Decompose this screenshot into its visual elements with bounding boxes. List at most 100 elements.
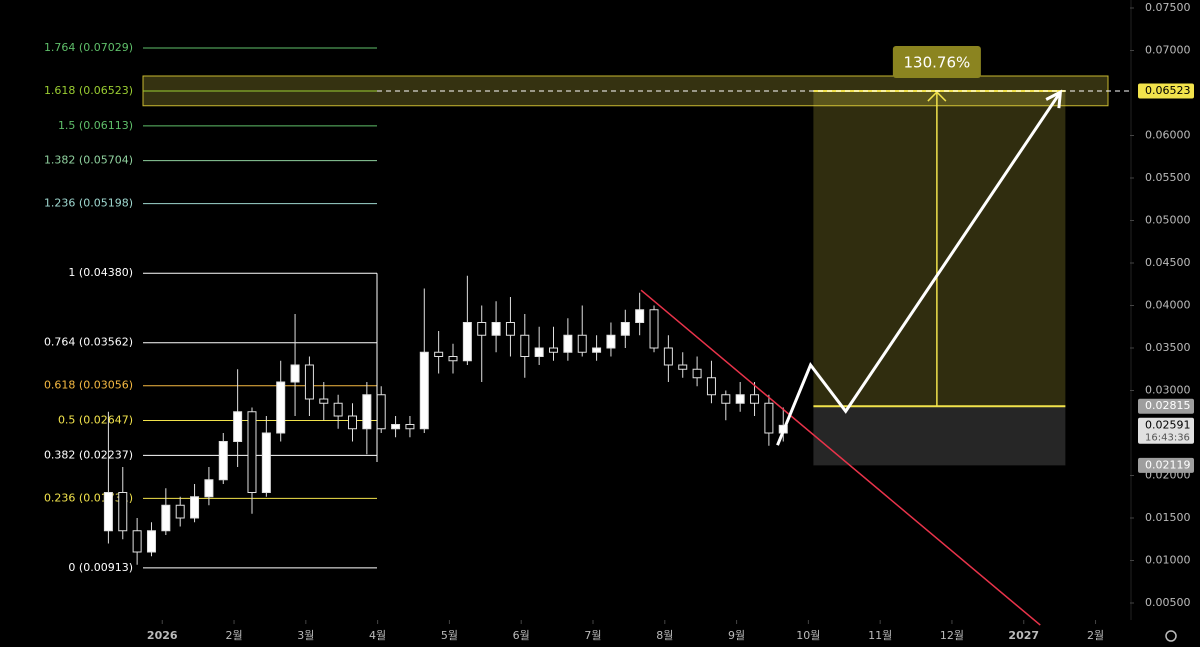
gain-label: 130.76%	[904, 54, 971, 72]
candle-body	[190, 496, 200, 519]
candle-body	[103, 492, 113, 532]
candle-body	[764, 402, 774, 434]
candle-body	[290, 364, 300, 383]
fib-label: 0.5 (0.02647)	[58, 414, 133, 427]
candle-body	[534, 347, 544, 357]
x-tick-label: 5월	[441, 629, 458, 642]
candle-body	[477, 322, 487, 336]
candle-body	[204, 479, 214, 498]
candle-body	[333, 402, 343, 417]
fib-label: 1.764 (0.07029)	[44, 41, 133, 54]
candle-body	[132, 530, 142, 553]
candle-body	[247, 411, 257, 493]
x-tick-label: 8월	[656, 629, 673, 642]
fib-label: 0.764 (0.03562)	[44, 336, 133, 349]
price-badge-label: 0.02591	[1145, 418, 1191, 431]
candle-body	[520, 334, 530, 357]
x-tick-label: 2027	[1008, 629, 1039, 642]
price-badge-label: 0.02815	[1145, 399, 1191, 412]
x-tick-label: 10월	[796, 629, 820, 642]
y-tick-label: 0.04000	[1145, 299, 1191, 312]
candle-body	[549, 347, 559, 353]
y-tick-label: 0.07000	[1145, 44, 1191, 57]
x-tick-label: 3월	[297, 629, 314, 642]
candle-body	[304, 364, 314, 400]
x-tick-label: 2월	[1087, 629, 1104, 642]
x-tick-label: 4월	[369, 629, 386, 642]
price-badge	[1138, 457, 1194, 473]
fib-label: 1 (0.04380)	[68, 266, 133, 279]
candle-body	[592, 347, 602, 353]
y-tick-label: 0.01500	[1145, 511, 1191, 524]
trendline	[640, 289, 1041, 626]
candle-body	[563, 334, 573, 353]
candle-body	[462, 322, 472, 362]
candle-body	[362, 394, 372, 430]
loss-zone	[813, 406, 1066, 466]
candle-body	[118, 492, 128, 532]
candle-body	[233, 411, 243, 442]
candle-body	[678, 364, 688, 370]
candle-body	[276, 381, 286, 434]
candle-body	[319, 398, 329, 404]
y-tick-label: 0.06000	[1145, 129, 1191, 142]
candle-body	[663, 347, 673, 366]
gain-arrow-head	[927, 90, 947, 102]
candle-body	[649, 309, 659, 349]
fib-label: 1.5 (0.06113)	[58, 119, 133, 132]
settings-icon[interactable]	[1165, 630, 1177, 642]
x-tick-label: 7월	[584, 629, 601, 642]
price-badge-label: 0.06523	[1145, 84, 1191, 97]
y-tick-label: 0.07500	[1145, 1, 1191, 14]
candle-body	[448, 356, 458, 362]
x-tick-label: 12월	[940, 629, 964, 642]
candle-body	[505, 322, 515, 336]
y-tick-label: 0.03000	[1145, 384, 1191, 397]
candle-body	[735, 394, 745, 404]
x-tick-label: 6월	[513, 629, 530, 642]
candle-body	[376, 394, 386, 430]
candle-body	[606, 334, 616, 349]
candle-body	[577, 334, 587, 353]
price-badge-label: 0.02119	[1145, 458, 1191, 471]
y-tick-label: 0.05500	[1145, 171, 1191, 184]
candle-body	[706, 377, 716, 396]
x-tick-label: 11월	[868, 629, 892, 642]
y-tick-label: 0.01000	[1145, 554, 1191, 567]
candle-body	[175, 504, 185, 519]
x-tick-label: 2월	[225, 629, 242, 642]
fib-label: 0.618 (0.03056)	[44, 379, 133, 392]
candle-body	[434, 351, 444, 357]
candle-body	[721, 394, 731, 404]
fib-label: 1.236 (0.05198)	[44, 197, 133, 210]
profit-zone	[813, 91, 1066, 407]
y-tick-label: 0.00500	[1145, 596, 1191, 609]
candle-body	[692, 368, 702, 379]
projection-path	[776, 91, 1062, 446]
candle-body	[347, 415, 357, 430]
candle-body	[635, 309, 645, 323]
candle-body	[391, 424, 401, 430]
fib-label: 0.382 (0.02237)	[44, 448, 133, 461]
price-badge	[1138, 83, 1194, 99]
fib-label: 0 (0.00913)	[68, 561, 133, 574]
candle-body	[218, 441, 228, 481]
candle-body	[261, 432, 271, 493]
countdown-label: 16:43:36	[1145, 432, 1190, 443]
candle-body	[491, 322, 501, 336]
x-tick-label: 2026	[147, 629, 178, 642]
candle-body	[146, 530, 156, 553]
y-tick-label: 0.04500	[1145, 256, 1191, 269]
price-badge	[1138, 398, 1194, 414]
y-tick-label: 0.05000	[1145, 214, 1191, 227]
price-badge	[1138, 417, 1194, 444]
gain-badge	[892, 46, 981, 78]
candle-body	[750, 394, 760, 404]
candle-body	[405, 424, 415, 430]
x-tick-label: 9월	[728, 629, 745, 642]
candle-body	[161, 504, 171, 532]
fib-label: 1.382 (0.05704)	[44, 154, 133, 167]
y-tick-label: 0.03500	[1145, 341, 1191, 354]
candle-body	[419, 351, 429, 430]
